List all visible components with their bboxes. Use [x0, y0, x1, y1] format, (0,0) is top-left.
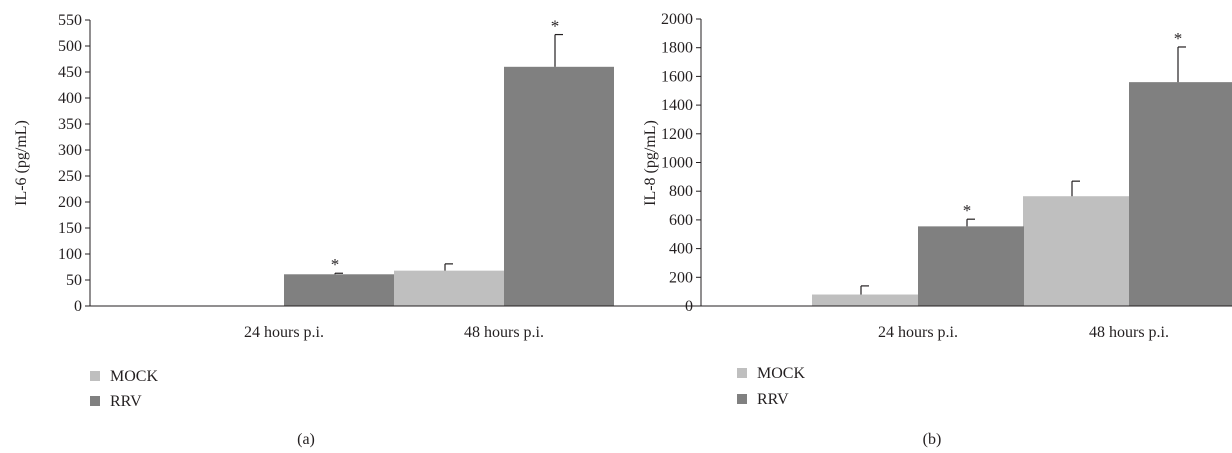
- legend: MOCK RRV: [737, 365, 805, 408]
- bar-mock: [1023, 196, 1129, 306]
- legend-swatch-rrv: [737, 394, 747, 404]
- bar-rrv: [1129, 82, 1232, 306]
- significance-star: *: [551, 17, 560, 36]
- bars: [284, 66, 614, 306]
- y-tick-label: 200: [58, 194, 82, 211]
- y-tick-label: 50: [66, 272, 82, 289]
- error-bars: [334, 33, 563, 275]
- legend-label-rrv: RRV: [110, 393, 142, 410]
- legend-swatch-mock: [737, 368, 747, 378]
- chart-il6: IL-6 (pg/mL) 0 50 100 150 200 250 300 350 400 450…: [13, 12, 1232, 448]
- y-tick-label: 150: [58, 220, 82, 237]
- y-tick-label: 1200: [661, 126, 693, 143]
- y-tick-label: 400: [58, 90, 82, 107]
- legend-label-rrv: RRV: [757, 391, 789, 408]
- y-tick-label: 250: [58, 168, 82, 185]
- y-tick-label: 400: [669, 241, 693, 258]
- chart-il8: IL-8 (pg/mL) 0 200 400 600 800 1000 1200 1400 16…: [642, 11, 1232, 448]
- bars: [812, 82, 1232, 306]
- bar-mock: [394, 270, 504, 306]
- bar-rrv: [918, 226, 1024, 306]
- category-labels: 24 hours p.i. 48 hours p.i.: [244, 324, 544, 341]
- y-tick-label: 1600: [661, 68, 693, 85]
- legend-swatch-mock: [90, 371, 100, 381]
- significance-star: *: [963, 201, 972, 220]
- bar-mock: [812, 294, 918, 306]
- y-tick-label: 0: [685, 298, 693, 315]
- significance-markers: **: [963, 29, 1183, 220]
- significance-star: *: [331, 255, 340, 274]
- legend-label-mock: MOCK: [110, 368, 158, 385]
- panel-label: (b): [923, 431, 942, 448]
- y-tick-label: 200: [669, 269, 693, 286]
- bar-rrv: [504, 66, 614, 306]
- category-labels: 24 hours p.i. 48 hours p.i.: [878, 324, 1169, 341]
- y-tick-label: 100: [58, 246, 82, 263]
- x-tick-label: 24 hours p.i.: [878, 324, 958, 341]
- y-tick-label: 350: [58, 116, 82, 133]
- y-tick-label: 800: [669, 183, 693, 200]
- y-axis-label: IL-8 (pg/mL): [642, 120, 659, 206]
- y-tick-label: 600: [669, 212, 693, 229]
- error-bars: [860, 46, 1186, 295]
- legend: MOCK RRV: [90, 368, 158, 410]
- y-tick-label: 500: [58, 38, 82, 55]
- y-tick-label: 300: [58, 142, 82, 159]
- y-tick-label: 550: [58, 12, 82, 29]
- y-tick-label: 1400: [661, 97, 693, 114]
- legend-swatch-rrv: [90, 396, 100, 406]
- y-tick-label: 1000: [661, 155, 693, 172]
- y-ticks: 0 200 400 600 800 1000 1200 1400 1600 1800 2000: [661, 11, 701, 315]
- bar-rrv: [284, 274, 394, 306]
- y-axis-label: IL-6 (pg/mL): [13, 120, 30, 206]
- y-tick-label: 2000: [661, 11, 693, 28]
- y-tick-label: 0: [74, 298, 82, 315]
- significance-markers: **: [331, 17, 560, 275]
- x-tick-label: 48 hours p.i.: [1089, 324, 1169, 341]
- y-tick-label: 1800: [661, 40, 693, 57]
- y-ticks: 0 50 100 150 200 250 300 350 400 450 500 550: [58, 12, 90, 315]
- x-tick-label: 48 hours p.i.: [464, 324, 544, 341]
- significance-star: *: [1174, 29, 1183, 48]
- x-tick-label: 24 hours p.i.: [244, 324, 324, 341]
- legend-label-mock: MOCK: [757, 365, 805, 382]
- panel-label: (a): [297, 431, 315, 448]
- y-tick-label: 450: [58, 64, 82, 81]
